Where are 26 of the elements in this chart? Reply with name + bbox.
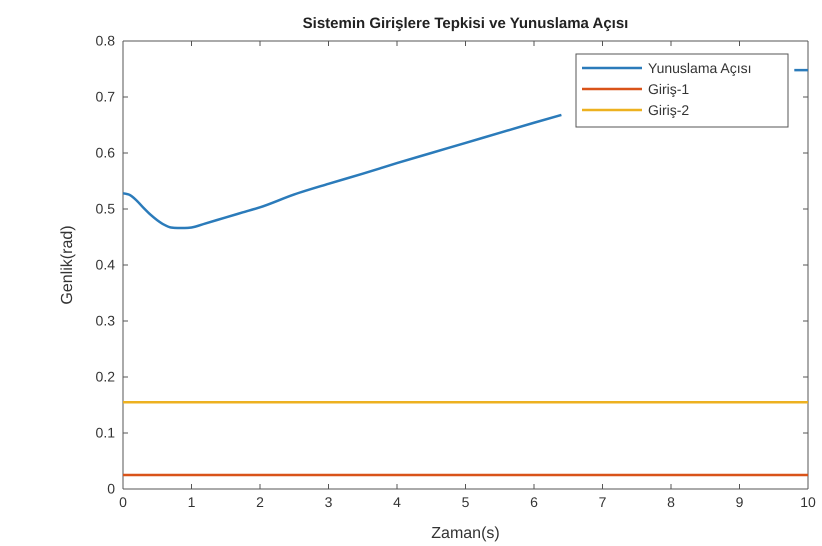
legend-label: Giriş-2 [648,102,690,118]
x-tick-label: 8 [667,494,676,510]
x-tick-label: 7 [598,494,607,510]
x-tick-label: 4 [393,494,402,510]
x-tick-label: 6 [530,494,538,510]
y-tick-label: 0.6 [96,144,116,160]
y-tick-label: 0.3 [96,312,116,328]
y-axis-title: Genlik(rad) [59,225,76,305]
y-tick-label: 0.1 [96,424,116,440]
x-tick-label: 0 [119,494,128,510]
x-tick-label: 5 [462,494,470,510]
x-axis-title: Zaman(s) [431,525,500,542]
y-tick-label: 0.2 [96,368,116,384]
y-tick-label: 0 [107,480,116,496]
chart-title: Sistemin Girişlere Tepkisi ve Yunuslama Açısı [302,15,628,32]
x-tick-label: 1 [188,494,196,510]
x-tick-label: 9 [736,494,744,510]
legend-label: Giriş-1 [648,81,690,97]
y-tick-label: 0.5 [96,200,116,216]
y-tick-label: 0.4 [96,256,116,272]
x-tick-label: 3 [324,494,333,510]
y-tick-label: 0.7 [96,88,116,104]
legend-label: Yunuslama Açısı [648,60,752,76]
x-tick-label: 2 [256,494,264,510]
y-tick-label: 0.8 [96,32,116,48]
x-tick-label: 10 [800,494,816,510]
